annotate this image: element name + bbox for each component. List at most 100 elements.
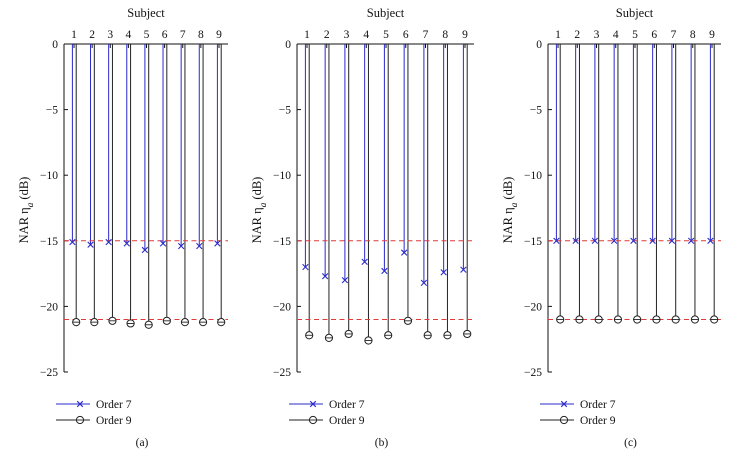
order7-marker-stroke [177, 242, 185, 250]
order7-marker-stroke [440, 269, 447, 276]
order7-marker [460, 266, 467, 273]
order7-marker-stroke [87, 241, 94, 248]
x-tick-label-6: 6 [403, 29, 409, 41]
y-tick-label: −25 [273, 367, 291, 379]
x-tick-label-1: 1 [304, 29, 310, 41]
x-tick-label-8: 8 [198, 29, 204, 41]
x-tick-label-4: 4 [613, 29, 619, 41]
y-tick-label: 0 [285, 39, 291, 51]
x-tick-label-1: 1 [555, 29, 561, 41]
order7-marker [177, 242, 185, 250]
order7-marker [572, 237, 579, 244]
x-tick-label-3: 3 [344, 29, 350, 41]
y-tick-label: −5 [530, 105, 542, 117]
y-axis-label-subscript: a [259, 202, 269, 207]
y-tick-label: −10 [40, 170, 58, 182]
legend: Order 7 Order 9 [289, 399, 365, 427]
legend-order9-label: Order 9 [329, 415, 365, 427]
y-tick-label: −10 [273, 170, 291, 182]
order7-marker [361, 258, 368, 265]
x-tick-label-2: 2 [574, 29, 580, 41]
y-tick-label: 0 [536, 39, 542, 51]
order7-marker-stroke [572, 237, 579, 244]
y-axis-label-unit: (dB) [17, 177, 31, 200]
x-tick-label-5: 5 [144, 29, 150, 41]
order7-marker [214, 240, 221, 247]
order7-marker-stroke [420, 279, 428, 286]
order7-marker [159, 240, 167, 247]
y-axis-label-main: NAR η [250, 207, 264, 243]
order7-marker [302, 263, 309, 271]
chart-title: Subject [616, 6, 654, 20]
order7-marker [668, 237, 676, 244]
x-tick-label-8: 8 [442, 29, 448, 41]
y-tick-label: −10 [524, 170, 542, 182]
legend-order7-marker [76, 400, 84, 408]
y-tick-label: −5 [279, 105, 291, 117]
x-tick-label-7: 7 [180, 29, 186, 41]
order7-marker [591, 237, 599, 244]
order7-marker [321, 273, 329, 280]
order7-marker-stroke [302, 263, 309, 271]
order7-marker-stroke [141, 246, 149, 254]
y-axis-label-subscript: a [26, 202, 36, 207]
x-tick-label-4: 4 [126, 29, 132, 41]
y-tick-label: −15 [273, 236, 291, 248]
order7-marker [440, 269, 447, 276]
x-tick-label-2: 2 [324, 29, 330, 41]
legend-order7-marker [560, 400, 568, 408]
order7-marker [553, 237, 560, 244]
chart-panel-3: 0 −5 −10 −15 −20 −25 Subject NAR ηa (dB) 1 2 3 4 5 6 7 8… [501, 6, 721, 449]
y-tick-label: −5 [46, 105, 58, 117]
y-axis-label: NAR ηa (dB) [250, 177, 269, 244]
y-tick-label: −20 [273, 301, 291, 313]
y-tick-label: 0 [52, 39, 58, 51]
x-tick-label-7: 7 [423, 29, 429, 41]
order7-marker-stroke [196, 242, 203, 250]
chart-panel-1: 0 −5 −10 −15 −20 −25 Subject NAR ηa (dB) 1 2 3 4 5 6 7 8… [17, 6, 228, 449]
order7-marker [630, 237, 637, 244]
panel-label: (c) [624, 437, 637, 449]
x-tick-label-1: 1 [71, 29, 77, 41]
order7-marker [69, 238, 76, 246]
y-tick-label: −20 [40, 301, 58, 313]
order7-marker-stroke [668, 237, 676, 244]
x-tick-label-7: 7 [671, 29, 677, 41]
legend-order9-label: Order 9 [580, 415, 616, 427]
legend-order7-label: Order 7 [96, 399, 132, 411]
order7-marker [420, 279, 428, 286]
x-tick-label-6: 6 [651, 29, 657, 41]
order7-marker [649, 237, 656, 244]
order7-marker [687, 237, 695, 244]
order7-marker-stroke [105, 238, 112, 246]
order7-marker-stroke [214, 240, 221, 247]
panel-label: (b) [375, 437, 389, 449]
x-tick-label-3: 3 [594, 29, 600, 41]
x-tick-label-9: 9 [462, 29, 468, 41]
x-tick-label-9: 9 [216, 29, 222, 41]
order7-marker [105, 238, 112, 246]
x-tick-label-5: 5 [383, 29, 389, 41]
x-tick-label-6: 6 [162, 29, 168, 41]
x-tick-label-4: 4 [363, 29, 369, 41]
order7-marker-stroke [610, 237, 618, 244]
order7-marker-stroke [553, 237, 560, 244]
y-tick-label: −15 [40, 236, 58, 248]
legend: Order 7 Order 9 [540, 399, 616, 427]
order7-marker [610, 237, 618, 244]
order7-marker [87, 241, 94, 248]
y-axis-label-main: NAR η [17, 207, 31, 243]
order7-marker [341, 276, 349, 284]
chart-panel-2: 0 −5 −10 −15 −20 −25 Subject NAR ηa (dB) 1 2 3 4 5 6 7 8… [250, 6, 474, 449]
order7-marker-stroke [69, 238, 76, 246]
chart-title: Subject [367, 6, 405, 20]
order7-marker [123, 240, 130, 247]
legend: Order 7 Order 9 [56, 399, 132, 427]
order7-marker [196, 242, 203, 250]
order7-marker [400, 249, 408, 256]
y-axis-label: NAR ηa (dB) [501, 177, 520, 244]
y-axis-label: NAR ηa (dB) [17, 177, 36, 244]
x-tick-label-3: 3 [107, 29, 113, 41]
legend-order7-label: Order 7 [329, 399, 365, 411]
